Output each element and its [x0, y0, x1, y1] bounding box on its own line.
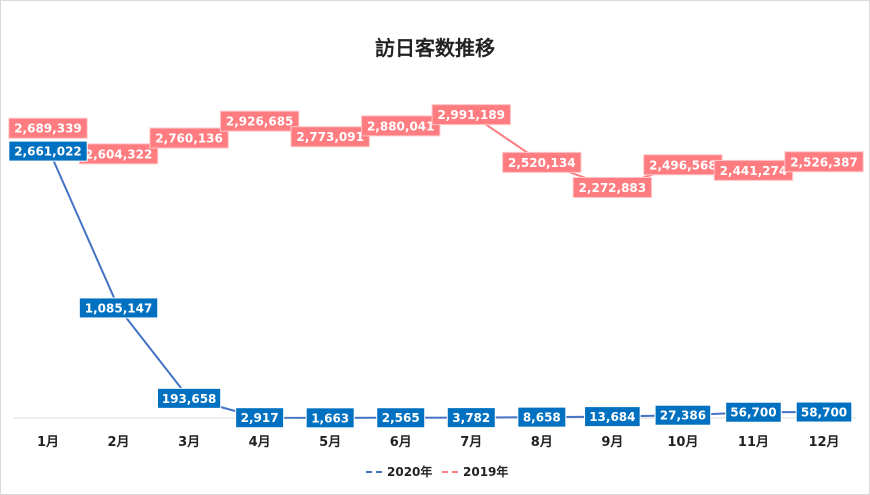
data-label-box — [156, 387, 222, 409]
data-label: 2,520,134 — [508, 156, 576, 170]
data-label: 193,658 — [162, 392, 217, 406]
data-label-box — [376, 407, 426, 429]
data-label: 2,496,568 — [649, 158, 717, 172]
data-label-box — [572, 176, 653, 198]
x-tick-label: 9月 — [601, 435, 623, 450]
data-label-box — [584, 406, 641, 428]
data-label: 3,782 — [452, 411, 490, 425]
data-label: 1,663 — [311, 411, 349, 425]
data-label-box — [725, 401, 782, 423]
x-tick-label: 8月 — [531, 435, 553, 450]
data-label: 2,880,041 — [367, 119, 435, 133]
data-label-box — [795, 401, 853, 423]
x-tick-label: 10月 — [667, 435, 698, 450]
data-label: 2,773,091 — [296, 130, 364, 144]
data-label: 2,272,883 — [579, 181, 647, 195]
data-label-box — [305, 407, 355, 429]
legend-label: 2019年 — [463, 464, 508, 479]
data-label-box — [8, 140, 88, 162]
x-tick-label: 4月 — [249, 435, 271, 450]
data-label-box — [235, 407, 285, 429]
data-label: 2,604,322 — [85, 147, 153, 161]
legend-label: 2020年 — [387, 464, 432, 479]
data-label: 56,700 — [730, 406, 776, 420]
x-tick-label: 5月 — [319, 435, 341, 450]
data-label: 8,658 — [523, 411, 561, 425]
data-label-box — [361, 115, 441, 137]
data-label: 2,991,189 — [437, 108, 505, 122]
data-label: 1,085,147 — [85, 301, 153, 315]
data-label: 2,689,339 — [14, 122, 82, 136]
data-label-box — [654, 404, 712, 426]
data-label: 58,700 — [801, 406, 847, 420]
data-label: 2,760,136 — [155, 132, 223, 146]
data-label-box — [149, 127, 229, 149]
data-label: 27,386 — [660, 409, 706, 423]
x-tick-label: 11月 — [738, 435, 769, 450]
data-label: 2,917 — [241, 411, 279, 425]
data-label-box — [784, 151, 864, 173]
series-line-2020年 — [47, 147, 825, 419]
data-label-box — [290, 126, 370, 148]
x-tick-label: 3月 — [178, 435, 200, 450]
chart-title: 訪日客数推移 — [375, 36, 495, 60]
data-label: 13,684 — [589, 410, 635, 424]
data-label-box — [502, 151, 582, 173]
data-label: 2,441,274 — [720, 164, 788, 178]
data-label-box — [517, 406, 567, 428]
data-label: 2,661,022 — [14, 145, 82, 159]
data-label: 2,926,685 — [226, 115, 294, 129]
data-label: 2,565 — [382, 411, 420, 425]
x-tick-label: 12月 — [808, 435, 839, 450]
data-label-box — [431, 104, 511, 126]
data-label-box — [446, 407, 496, 429]
data-label-box — [78, 297, 159, 319]
data-label-box — [8, 117, 88, 139]
x-tick-label: 1月 — [37, 435, 59, 450]
x-tick-label: 2月 — [108, 435, 130, 450]
data-label: 2,526,387 — [790, 155, 858, 169]
x-tick-label: 6月 — [390, 435, 412, 450]
data-label-box — [219, 110, 300, 132]
x-tick-label: 7月 — [460, 435, 482, 450]
